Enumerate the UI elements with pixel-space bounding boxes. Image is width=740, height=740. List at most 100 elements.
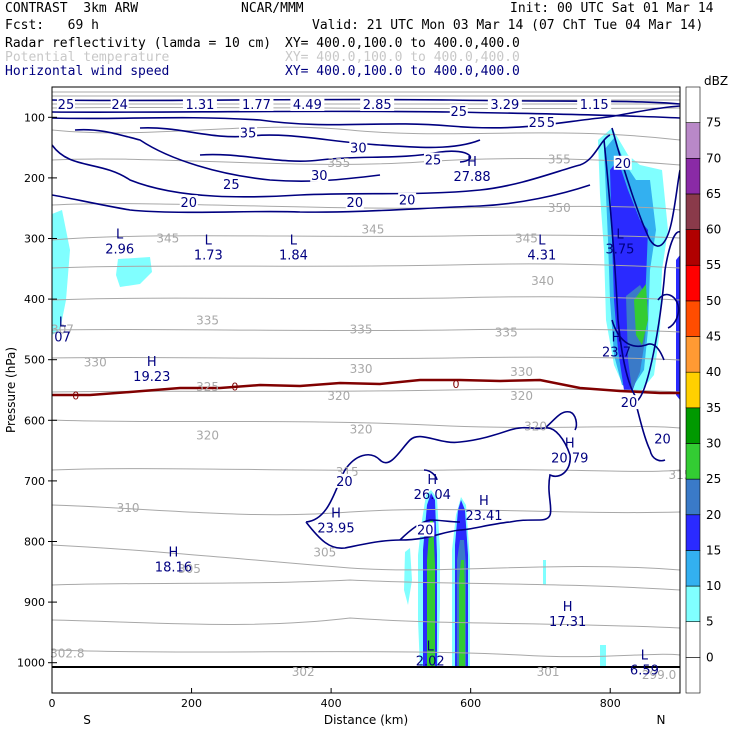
- theta-label: 302: [292, 665, 315, 679]
- colorbar-segment: [685, 514, 701, 551]
- hl-marker-value: 2.02: [416, 655, 445, 670]
- wind-label-bg: [527, 115, 546, 130]
- wind-label-bg: [239, 125, 258, 140]
- colorbar-unit: dBZ: [704, 74, 728, 88]
- wind-label: 1.77: [242, 98, 271, 113]
- field-1-xy: XY= 400.0,100.0 to 400.0,400.0: [285, 36, 520, 51]
- y-tick-label: 100: [24, 111, 45, 124]
- refl-west-cyan: [52, 210, 70, 335]
- refl-west-cyan-2: [116, 257, 152, 287]
- hl-marker-letter: L: [59, 315, 67, 330]
- wind-label-bg: [345, 195, 364, 210]
- colorbar-segment: [685, 86, 701, 123]
- colorbar-label: 45: [706, 330, 721, 344]
- theta-label: 335: [495, 325, 518, 339]
- wind-label-bg: [56, 96, 75, 111]
- colorbar-label: 25: [706, 472, 721, 486]
- theta-label: 330: [350, 362, 373, 376]
- hl-marker-letter: H: [479, 494, 489, 509]
- wind-label: 20: [621, 396, 638, 411]
- theta-label: 340: [531, 274, 554, 288]
- theta-label: 299.0: [642, 668, 676, 682]
- wind-label: 20: [347, 196, 364, 211]
- refl-east-blue: [676, 255, 680, 400]
- wind-label-bg: [416, 522, 435, 537]
- wind-contour: [611, 319, 665, 361]
- hl-marker-letter: H: [427, 473, 437, 488]
- wind-label-bg: [239, 96, 274, 111]
- wind-label: 30: [350, 142, 367, 157]
- colorbar-segment: [685, 336, 701, 373]
- wind-contour: [52, 184, 591, 214]
- wind-label: 25: [58, 98, 75, 113]
- theta-line: [52, 504, 680, 516]
- x-end-label-left: S: [83, 713, 91, 727]
- wind-label: 1.31: [185, 98, 214, 113]
- x-tick-label: 0: [49, 697, 56, 710]
- hl-marker-letter: L: [290, 234, 298, 249]
- theta-label: 350: [548, 201, 571, 215]
- wind-label: 4.49: [293, 98, 322, 113]
- theta-line: [52, 126, 680, 141]
- wind-label-bg: [487, 96, 522, 111]
- wind-label: 1.15: [580, 98, 609, 113]
- y-tick-label: 900: [24, 596, 45, 609]
- theta-label: 302.8: [50, 647, 84, 661]
- hl-marker-value: 17.31: [549, 615, 586, 630]
- y-tick-label: 300: [24, 233, 45, 246]
- wind-label-bg: [449, 104, 468, 119]
- colorbar-label: 10: [706, 579, 721, 593]
- wind-label-bg: [653, 431, 672, 446]
- wind-label: 25: [529, 116, 546, 131]
- field-1-name: Radar reflectivity (lamda = 10 cm): [5, 36, 272, 51]
- theta-label: 305: [313, 545, 336, 559]
- wind-label: 25: [425, 154, 442, 169]
- colorbar-segment: [685, 550, 701, 587]
- wind-contour: [611, 127, 680, 247]
- field-2-name: Potential temperature: [5, 50, 170, 65]
- colorbar-label: 0: [706, 650, 714, 664]
- hl-marker-value: 1.84: [279, 249, 308, 264]
- field-2-xy: XY= 400.0,100.0 to 400.0,400.0: [285, 50, 520, 65]
- hl-marker-value: 19.23: [133, 370, 170, 385]
- field-3-xy: XY= 400.0,100.0 to 400.0,400.0: [285, 64, 520, 79]
- refl-south-cyan-2: [543, 560, 546, 585]
- x-tick-label: 200: [181, 697, 202, 710]
- y-tick-label: 1000: [17, 657, 45, 670]
- colorbar-label: 35: [706, 401, 721, 415]
- wind-label: 3.29: [490, 98, 519, 113]
- hl-marker-value: 23.95: [317, 521, 354, 536]
- wind-label-bg: [620, 395, 639, 410]
- high-low-marker-layer: H27.88L2.96L1.73L1.84L4.31L3.75H19.23H23…: [54, 155, 659, 679]
- theta-contours: [52, 91, 680, 658]
- y-tick-label: 700: [24, 475, 45, 488]
- wind-label: 20: [417, 523, 434, 538]
- x-tick-label: 800: [600, 697, 621, 710]
- hl-marker-value: 2.96: [105, 243, 134, 258]
- zero-contour-label: 0: [72, 389, 79, 402]
- y-tick-label: 800: [24, 536, 45, 549]
- colorbar-segment: [685, 300, 701, 337]
- field-3-name: Horizontal wind speed: [5, 64, 170, 79]
- wind-label-layer: 25 24 1.31 1.77 4.49 2.85 3.29 1.15 25 25 35 30 25 30…: [56, 96, 672, 538]
- theta-line: [52, 579, 680, 591]
- y-tick-label: 200: [24, 172, 45, 185]
- hl-marker-letter: H: [331, 506, 341, 521]
- hl-marker-value: 23.7: [602, 346, 631, 361]
- hl-marker-letter: L: [538, 234, 546, 249]
- theta-label: 355: [548, 153, 571, 167]
- theta-line: [52, 234, 680, 241]
- colorbar-label: 5: [706, 615, 714, 629]
- theta-line: [52, 296, 680, 301]
- hl-marker-value: 20.79: [551, 452, 588, 467]
- zero-label-layer: 0 0 0: [72, 378, 459, 403]
- colorbar-label: 30: [706, 436, 721, 450]
- theta-label: 335: [196, 313, 219, 327]
- hl-marker-letter: H: [147, 355, 157, 370]
- hl-marker-letter: H: [169, 546, 179, 561]
- refl-south-cyan-1: [404, 548, 412, 605]
- colorbar-label: 75: [706, 116, 721, 130]
